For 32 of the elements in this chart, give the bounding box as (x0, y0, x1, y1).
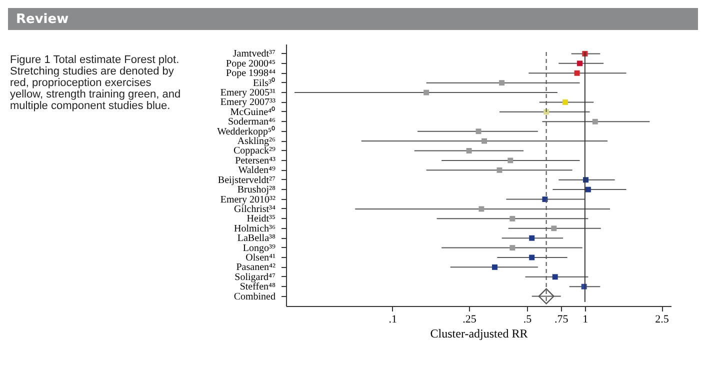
x-tick-label: 1 (582, 314, 588, 326)
y-tick-label: Coppack²⁹ (233, 146, 276, 157)
y-tick-label: Olsen⁴¹ (246, 252, 276, 264)
x-tick-label: .75 (554, 314, 569, 326)
y-tick-label: LaBella³⁸ (237, 233, 276, 244)
y-tick-label: Pasanen⁴² (236, 262, 276, 274)
y-tick-label: Brushoj²⁸ (237, 184, 276, 196)
x-tick-label: .1 (388, 314, 398, 326)
y-tick-label: Emery 2010³² (220, 194, 276, 206)
y-tick-label: Beijsterveldt²⁷ (218, 174, 276, 186)
y-tick-label: Holmich³⁶ (234, 223, 276, 234)
y-tick-label: Heidt³⁵ (246, 214, 276, 225)
caption: Figure 1 Total estimate Forest plot. Stretching studies are denoted by red, proprioception exercises yellow, strength training green, and multiple component studies blue. (10, 54, 181, 112)
x-tick-label: .5 (523, 314, 532, 326)
y-tick-label: Eils³⁰ (252, 76, 276, 89)
y-tick-label: Gilchrist³⁴ (234, 204, 276, 215)
y-tick-label: Pope 2000⁴⁵ (226, 58, 276, 70)
y-tick-label: Jamtvedt³⁷ (232, 48, 276, 60)
x-axis-title: Cluster-adjusted RR (430, 326, 528, 340)
y-tick-label: Askling²⁶ (237, 136, 276, 148)
y-tick-label: McGuine⁴⁰ (230, 106, 276, 118)
y-tick-label: Walden⁴⁹ (238, 165, 276, 176)
y-tick-label: Longo³⁹ (242, 242, 276, 254)
y-tick-label: Wedderkopp⁵⁰ (217, 125, 276, 138)
text: Review (16, 12, 69, 27)
y-tick-label: Emery 2005³¹ (220, 88, 276, 99)
x-tick-label: .25 (462, 314, 477, 326)
y-tick-label: Petersen⁴³ (235, 155, 276, 166)
y-tick-label: Combined (234, 291, 276, 302)
y-tick-label: Steffen⁴⁸ (240, 282, 276, 293)
y-tick-label: Soligard⁴⁷ (234, 272, 276, 283)
x-tick-label: 2.5 (655, 314, 670, 326)
